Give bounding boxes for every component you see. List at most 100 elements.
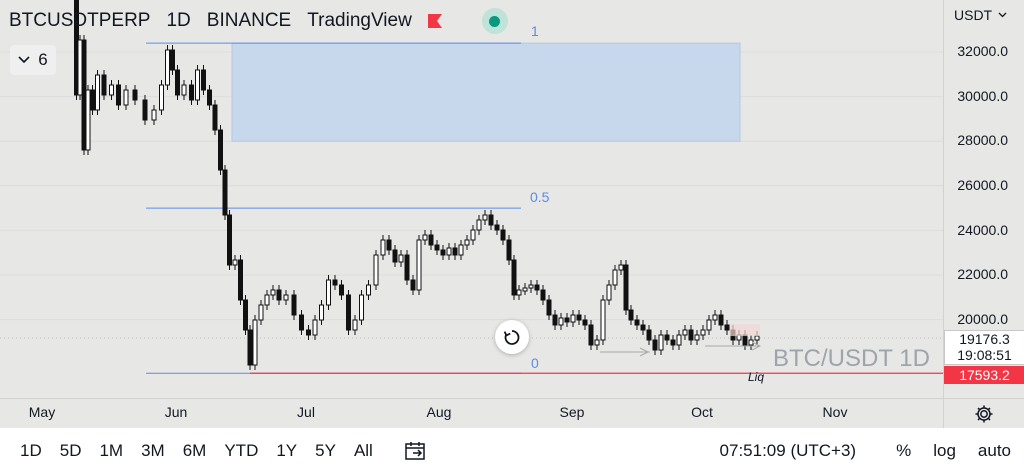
liquidation-price-badge: 17593.2 [944,366,1024,384]
candle-body [366,284,371,296]
candle-body [434,244,440,251]
candle-body [540,289,546,301]
candle-body [670,339,676,346]
candle-body [623,264,629,311]
candle-body [564,317,570,323]
candle-body [212,104,218,131]
candle-body [552,314,558,326]
range-5y[interactable]: 5Y [315,440,336,460]
symbol-legend[interactable]: BTCUSDTPERP 1D BINANCE TradingView [9,8,508,34]
range-3m[interactable]: 3M [141,440,165,460]
candle-body [339,284,344,296]
candle-body [658,334,664,351]
candle-body [201,69,206,91]
candle-body [724,324,730,331]
price-chart[interactable] [0,0,943,398]
time-axis[interactable]: May Jun Jul Aug Sep Oct Nov [0,398,943,428]
resistance-box [730,324,760,337]
candle-body [270,289,276,296]
candle-body [151,109,157,121]
range-6m[interactable]: 6M [182,440,207,460]
symbol-watermark: BTC/USDT 1D [773,345,930,372]
candle-body [243,299,248,331]
price-tick: 22000.0 [957,266,1008,282]
candle-body [600,299,606,341]
currency-selector[interactable]: USDT [954,7,1007,23]
candle-body [81,39,87,151]
candle-body [506,239,512,261]
candle-body [754,335,760,341]
chevron-down-icon [998,12,1007,18]
chart-area[interactable]: BTCUSDTPERP 1D BINANCE TradingView 6 1 0… [0,0,943,398]
candle-body [416,239,422,291]
month-label: Nov [822,404,848,420]
exchange-label: BINANCE [206,10,292,31]
candle-body [482,214,488,221]
projection-arrow [600,347,650,357]
candle-body [410,279,416,291]
bottom-toolbar: 1D 5D 1M 3M 6M YTD 1Y 5Y All 07:51:09 (U… [0,428,1024,473]
candle-body [488,214,494,226]
candle-body [346,294,351,331]
candle-body [386,239,392,251]
flag-icon[interactable] [427,14,442,28]
range-ytd[interactable]: YTD [224,440,259,460]
candle-body [688,329,694,341]
source-label: TradingView [307,10,412,31]
gear-icon [975,405,993,422]
candle-body [676,334,682,346]
range-1m[interactable]: 1M [99,440,124,460]
candle-body [207,89,212,106]
range-5d[interactable]: 5D [59,440,82,460]
candle-body [682,329,688,336]
range-1d[interactable]: 1D [20,440,42,460]
candle-body [90,89,95,111]
candle-body [511,259,517,296]
candle-body [312,319,318,336]
candle-body [109,84,114,96]
candle-body [85,89,91,151]
candle-body [440,249,446,256]
fib-level-0-label: 0 [531,355,539,371]
chevron-down-icon [18,56,30,64]
candle-body [546,299,552,316]
candle-body [95,74,100,111]
candle-body [718,314,724,326]
percent-scale-toggle[interactable]: % [896,440,912,460]
candle-body [516,289,522,296]
range-all[interactable]: All [353,440,373,460]
candle-body [398,254,404,263]
fib-level-1-label: 1 [531,23,539,39]
market-status-icon[interactable] [481,8,508,34]
symbol-name[interactable]: BTCUSDTPERP [9,10,151,31]
month-label: Aug [426,404,452,420]
candle-body [570,314,576,323]
auto-scale-toggle[interactable]: auto [977,440,1011,460]
interval-label[interactable]: 1D [166,10,191,31]
clock-timezone[interactable]: 07:51:09 (UTC+3) [719,440,857,460]
candle-body [132,89,138,101]
go-to-date-icon[interactable] [405,441,427,461]
candle-body [319,304,324,321]
candle-body [332,279,338,286]
last-price-badge: 19176.3 19:08:51 [944,330,1024,365]
candle-body [476,219,482,231]
price-axis[interactable]: USDT 32000.0 30000.0 28000.0 26000.0 240… [943,0,1024,398]
range-1y[interactable]: 1Y [276,440,298,460]
log-scale-toggle[interactable]: log [933,440,956,460]
indicators-toggle-button[interactable]: 6 [10,45,56,75]
chart-settings-button[interactable] [943,398,1024,428]
candle-body [306,329,311,336]
candle-body [742,334,748,346]
reset-chart-button[interactable] [495,320,529,354]
candle-body [291,294,297,316]
candle-body [404,254,410,281]
candle-body [528,284,534,289]
candle-body [494,224,500,231]
candle-body [458,244,464,256]
candle-body [101,74,107,96]
candle-body [380,239,386,256]
candle-body [326,279,331,306]
projection-arrow [705,341,762,351]
candle-body [534,284,540,291]
